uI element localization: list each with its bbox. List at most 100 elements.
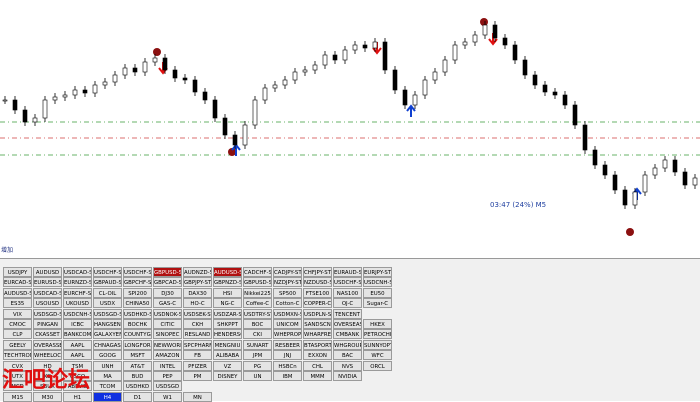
symbol-button[interactable]: VZ bbox=[213, 360, 242, 371]
symbol-button[interactable]: USDSGD-STD bbox=[93, 308, 122, 319]
symbol-button[interactable]: UN bbox=[243, 371, 272, 381]
symbol-button[interactable]: SPI200 bbox=[123, 287, 152, 298]
symbol-button[interactable]: AUDUSD-STD bbox=[213, 267, 242, 277]
symbol-button[interactable]: HANGSENG bbox=[93, 319, 122, 329]
symbol-button[interactable]: GAS-C bbox=[153, 298, 182, 309]
symbol-button[interactable]: USDCHF-STD bbox=[93, 267, 122, 277]
symbol-button[interactable]: ABBVIE bbox=[63, 381, 92, 392]
symbol-button[interactable]: GBPJPY-STD bbox=[183, 277, 212, 288]
symbol-button[interactable]: OVERSEAS bbox=[333, 319, 362, 329]
symbol-button[interactable]: EURJPY-STD bbox=[363, 267, 392, 277]
symbol-button[interactable]: GBPCAD-STD bbox=[153, 277, 182, 288]
symbol-button[interactable]: JPM bbox=[243, 350, 272, 361]
symbol-button[interactable]: DJ30 bbox=[153, 287, 182, 298]
symbol-button[interactable]: AAPL bbox=[63, 350, 92, 361]
symbol-button[interactable]: BANKCOMM bbox=[63, 329, 92, 340]
symbol-button[interactable]: SINOPEC bbox=[153, 329, 182, 340]
symbol-button[interactable]: EURCHF-STD bbox=[63, 287, 92, 298]
symbol-button[interactable]: USDCAD-STD bbox=[63, 267, 92, 277]
symbol-button[interactable]: COUNTYGARDEN bbox=[123, 329, 152, 340]
symbol-button[interactable]: ALIBABA bbox=[213, 350, 242, 361]
symbol-button[interactable]: AUDUSD-STD bbox=[3, 287, 32, 298]
symbol-button[interactable]: D1 bbox=[123, 391, 152, 402]
symbol-button[interactable]: EU50 bbox=[363, 287, 392, 298]
symbol-button[interactable]: UKOUSD bbox=[63, 298, 92, 309]
symbol-button[interactable]: NZDJPY-STD bbox=[273, 277, 302, 288]
symbol-button[interactable]: USDPLN-STD bbox=[303, 308, 332, 319]
symbol-button[interactable]: OJ-C bbox=[333, 298, 362, 309]
symbol-button[interactable]: INTEL bbox=[153, 360, 182, 371]
symbol-button[interactable]: AUDNZD-STD bbox=[183, 267, 212, 277]
symbol-button[interactable]: GBPNZD-STD bbox=[213, 277, 242, 288]
symbol-button[interactable]: PETROCHINA bbox=[363, 329, 392, 340]
symbol-button[interactable]: MSFT bbox=[123, 350, 152, 361]
symbol-button[interactable]: MN bbox=[183, 391, 212, 402]
symbol-button[interactable]: USDHKD-STD bbox=[123, 308, 152, 319]
symbol-button[interactable]: SBUX bbox=[33, 381, 62, 392]
symbol-button[interactable]: BTASPORTS bbox=[303, 339, 332, 350]
symbol-button[interactable]: RESBEER bbox=[273, 339, 302, 350]
symbol-button[interactable]: ORCL bbox=[363, 360, 392, 371]
symbol-button[interactable]: AMAZON bbox=[153, 350, 182, 361]
symbol-button[interactable]: CHL bbox=[303, 360, 332, 371]
symbol-button[interactable]: CKASSET bbox=[33, 329, 62, 340]
symbol-button[interactable]: HKEX bbox=[363, 319, 392, 329]
symbol-button[interactable]: NAS100 bbox=[333, 287, 362, 298]
symbol-button[interactable]: BOC bbox=[243, 319, 272, 329]
symbol-button[interactable]: SANDSCN bbox=[303, 319, 332, 329]
symbol-button[interactable]: WHEPROPERTY bbox=[273, 329, 302, 340]
symbol-button[interactable]: BOCHK bbox=[123, 319, 152, 329]
symbol-button[interactable]: TECHTRONIC bbox=[3, 350, 32, 361]
symbol-button[interactable]: USDMXN-STD bbox=[273, 308, 302, 319]
symbol-button[interactable]: MMM bbox=[303, 371, 332, 381]
symbol-button[interactable]: PM bbox=[183, 371, 212, 381]
symbol-button[interactable]: CITIC bbox=[153, 319, 182, 329]
symbol-button[interactable]: KO bbox=[33, 371, 62, 381]
symbol-button[interactable]: IBM bbox=[273, 371, 302, 381]
symbol-button[interactable]: GOOG bbox=[93, 350, 122, 361]
symbol-button[interactable]: BUD bbox=[123, 371, 152, 381]
symbol-button[interactable]: NG-C bbox=[213, 298, 242, 309]
symbol-button[interactable]: CHINA50 bbox=[123, 298, 152, 309]
symbol-button[interactable]: WHARFREIC bbox=[303, 329, 332, 340]
symbol-button[interactable]: MA bbox=[93, 371, 122, 381]
symbol-button[interactable]: JNJ bbox=[273, 350, 302, 361]
symbol-button[interactable]: VIX bbox=[3, 308, 32, 319]
symbol-button[interactable]: HD bbox=[33, 360, 62, 371]
symbol-button[interactable]: RESLAND bbox=[183, 329, 212, 340]
symbol-button[interactable]: DAX30 bbox=[183, 287, 212, 298]
symbol-button[interactable]: CADCHF-STD bbox=[243, 267, 272, 277]
symbol-button[interactable]: USDJPY bbox=[3, 267, 32, 277]
symbol-button[interactable]: BAC bbox=[333, 350, 362, 361]
symbol-button[interactable]: GEELY bbox=[3, 339, 32, 350]
symbol-button[interactable]: TSM bbox=[63, 360, 92, 371]
symbol-button[interactable]: WFC bbox=[363, 350, 392, 361]
symbol-button[interactable]: HSI bbox=[213, 287, 242, 298]
symbol-button[interactable]: PINGAN bbox=[33, 319, 62, 329]
symbol-button[interactable]: GBPUSD-STD bbox=[153, 267, 182, 277]
symbol-button[interactable]: SUNNYOPTIC bbox=[363, 339, 392, 350]
symbol-button[interactable]: USDSGD bbox=[153, 381, 182, 392]
symbol-button[interactable]: UTX bbox=[3, 371, 32, 381]
symbol-button[interactable]: FB bbox=[183, 350, 212, 361]
symbol-button[interactable]: NVS bbox=[333, 360, 362, 371]
symbol-button[interactable]: EURCAD-STD bbox=[3, 277, 32, 288]
symbol-button[interactable]: UNH bbox=[93, 360, 122, 371]
symbol-button[interactable]: USDCAD-STD bbox=[33, 287, 62, 298]
symbol-button[interactable]: Coffee-C bbox=[243, 298, 272, 309]
symbol-button[interactable]: EURAUD-STD bbox=[333, 267, 362, 277]
symbol-button[interactable]: DISNEY bbox=[213, 371, 242, 381]
symbol-button[interactable]: CLP bbox=[3, 329, 32, 340]
symbol-button[interactable]: AUDUSD bbox=[33, 267, 62, 277]
symbol-button[interactable]: HENDERSON bbox=[213, 329, 242, 340]
symbol-button[interactable]: Sugar-C bbox=[363, 298, 392, 309]
symbol-button[interactable]: EXXON bbox=[303, 350, 332, 361]
symbol-button[interactable]: Nikkei225 bbox=[243, 287, 272, 298]
symbol-button[interactable]: MCD bbox=[3, 381, 32, 392]
symbol-button[interactable]: H4 bbox=[93, 391, 122, 402]
symbol-button[interactable]: USDZAR-STD bbox=[213, 308, 242, 319]
symbol-button[interactable]: AAPL bbox=[63, 339, 92, 350]
symbol-button[interactable]: CHNAGAS bbox=[93, 339, 122, 350]
symbol-button[interactable]: PG bbox=[243, 360, 272, 371]
symbol-button[interactable]: ES35 bbox=[3, 298, 32, 309]
